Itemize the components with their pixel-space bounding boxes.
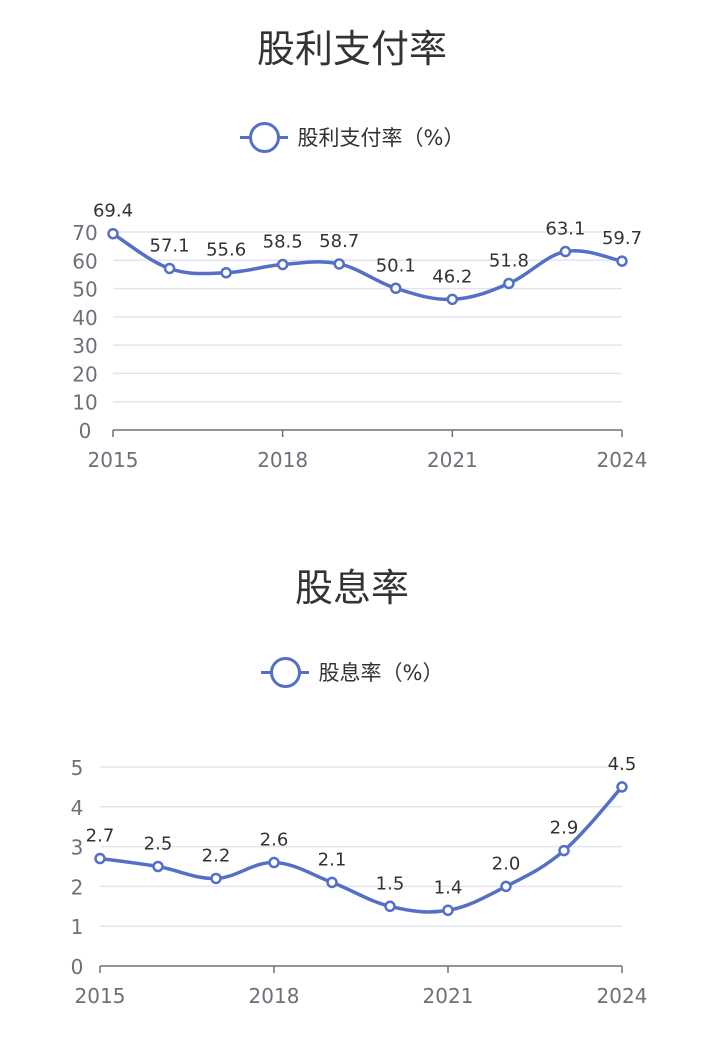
data-label: 2.6 [260, 830, 289, 851]
gridlines [100, 766, 622, 927]
x-tick-label: 2015 [75, 984, 126, 1008]
data-point[interactable] [210, 872, 222, 885]
x-tick-label: 2015 [88, 448, 139, 472]
data-point[interactable] [442, 904, 454, 917]
x-tick-label: 2018 [257, 448, 308, 472]
data-label: 1.5 [376, 873, 405, 894]
legend-label: 股息率（%） [318, 661, 444, 685]
data-point[interactable] [616, 255, 628, 267]
x-tick-label: 2018 [249, 984, 300, 1008]
legend-line-circle-icon [260, 655, 309, 689]
x-tick-label: 2024 [597, 984, 648, 1008]
y-axis: 0 1 2 3 4 5 [71, 756, 84, 979]
legend[interactable]: 股利支付率（%） [0, 120, 704, 159]
data-point[interactable] [326, 876, 338, 889]
y-tick-label: 20 [72, 362, 97, 386]
data-points: 69.4 57.1 55.6 58.5 58.7 50.1 46.2 51.8 63.1 59.7 [93, 201, 642, 306]
data-label: 1.4 [434, 877, 463, 898]
x-tick-label: 2021 [427, 448, 478, 472]
y-tick-label: 3 [71, 836, 84, 860]
data-label: 58.7 [319, 231, 359, 252]
data-label: 2.5 [144, 834, 173, 855]
y-axis: 0 10 20 30 40 50 60 70 [72, 221, 97, 443]
data-label: 58.5 [263, 232, 303, 253]
payout-ratio-plot: 0 10 20 30 40 50 60 70 2015 2018 2021 2024 69.4 57.1 5… [72, 201, 648, 472]
data-point[interactable] [446, 293, 459, 306]
chart-title: 股利支付率 [256, 27, 447, 71]
y-tick-label: 5 [71, 756, 84, 780]
data-point[interactable] [268, 856, 280, 869]
data-label: 4.5 [608, 754, 637, 775]
data-point[interactable] [558, 844, 570, 857]
data-point[interactable] [152, 860, 164, 873]
series-line [99, 785, 624, 914]
x-axis: 2015 2018 2021 2024 [75, 965, 648, 1008]
x-tick-label: 2021 [423, 984, 474, 1008]
legend-label: 股利支付率（%） [297, 126, 465, 150]
data-label: 59.7 [602, 228, 642, 249]
y-tick-label: 2 [71, 875, 84, 899]
y-tick-label: 30 [72, 334, 97, 358]
y-tick-label: 4 [71, 796, 84, 820]
data-points: 2.7 2.5 2.2 2.6 2.1 1.5 1.4 2.0 2.9 4.5 [86, 754, 637, 917]
data-label: 2.7 [86, 826, 115, 847]
data-label: 51.8 [489, 250, 529, 271]
x-tick-label: 2024 [597, 448, 648, 472]
data-point[interactable] [503, 277, 515, 290]
dividend-yield-chart: 股息率 股息率（%） 0 1 2 3 4 5 2015 2018 2021 2024 2.7 2.5 2… [0, 545, 704, 1042]
y-tick-label: 70 [72, 221, 97, 245]
data-point[interactable] [559, 245, 572, 258]
data-label: 55.6 [206, 240, 246, 261]
data-label: 2.2 [202, 845, 231, 866]
legend[interactable]: 股息率（%） [0, 655, 704, 694]
data-point[interactable] [163, 262, 176, 275]
data-label: 50.1 [376, 255, 416, 276]
x-axis: 2015 2018 2021 2024 [88, 429, 648, 472]
data-label: 57.1 [150, 235, 190, 256]
y-tick-label: 60 [72, 249, 97, 273]
y-tick-label: 0 [79, 419, 92, 443]
gridlines [113, 231, 622, 403]
y-tick-label: 1 [71, 915, 84, 939]
chart-title: 股息率 [294, 566, 409, 610]
data-point[interactable] [220, 266, 232, 279]
data-point[interactable] [276, 258, 289, 271]
data-point[interactable] [500, 880, 512, 893]
data-point[interactable] [107, 227, 119, 240]
data-point[interactable] [390, 282, 402, 295]
y-tick-label: 50 [72, 278, 97, 302]
data-point[interactable] [384, 900, 396, 913]
legend-line-circle-icon [239, 120, 288, 154]
data-label: 46.2 [432, 266, 472, 287]
y-tick-label: 10 [72, 391, 97, 415]
payout-ratio-chart: 股利支付率 股利支付率（%） 0 10 20 30 40 50 60 70 2015 2018 20… [0, 0, 704, 520]
data-label: 69.4 [93, 201, 133, 222]
y-tick-label: 0 [71, 955, 84, 979]
dividend-yield-plot: 0 1 2 3 4 5 2015 2018 2021 2024 2.7 2.5 2.2 2.6 2.1 1.5… [71, 754, 648, 1008]
data-label: 2.1 [318, 849, 347, 870]
data-point[interactable] [333, 258, 345, 270]
series-line [112, 232, 623, 302]
data-label: 63.1 [545, 219, 585, 240]
data-point[interactable] [616, 781, 628, 793]
data-label: 2.0 [492, 853, 521, 874]
data-point[interactable] [94, 852, 106, 865]
data-label: 2.9 [550, 818, 579, 839]
y-tick-label: 40 [72, 306, 97, 330]
